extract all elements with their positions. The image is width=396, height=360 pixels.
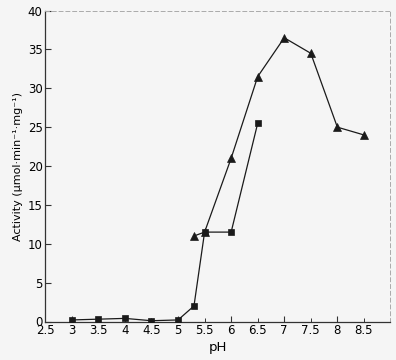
Y-axis label: Activity (μmol·min⁻¹·mg⁻¹): Activity (μmol·min⁻¹·mg⁻¹) xyxy=(13,91,23,240)
X-axis label: pH: pH xyxy=(209,341,227,355)
